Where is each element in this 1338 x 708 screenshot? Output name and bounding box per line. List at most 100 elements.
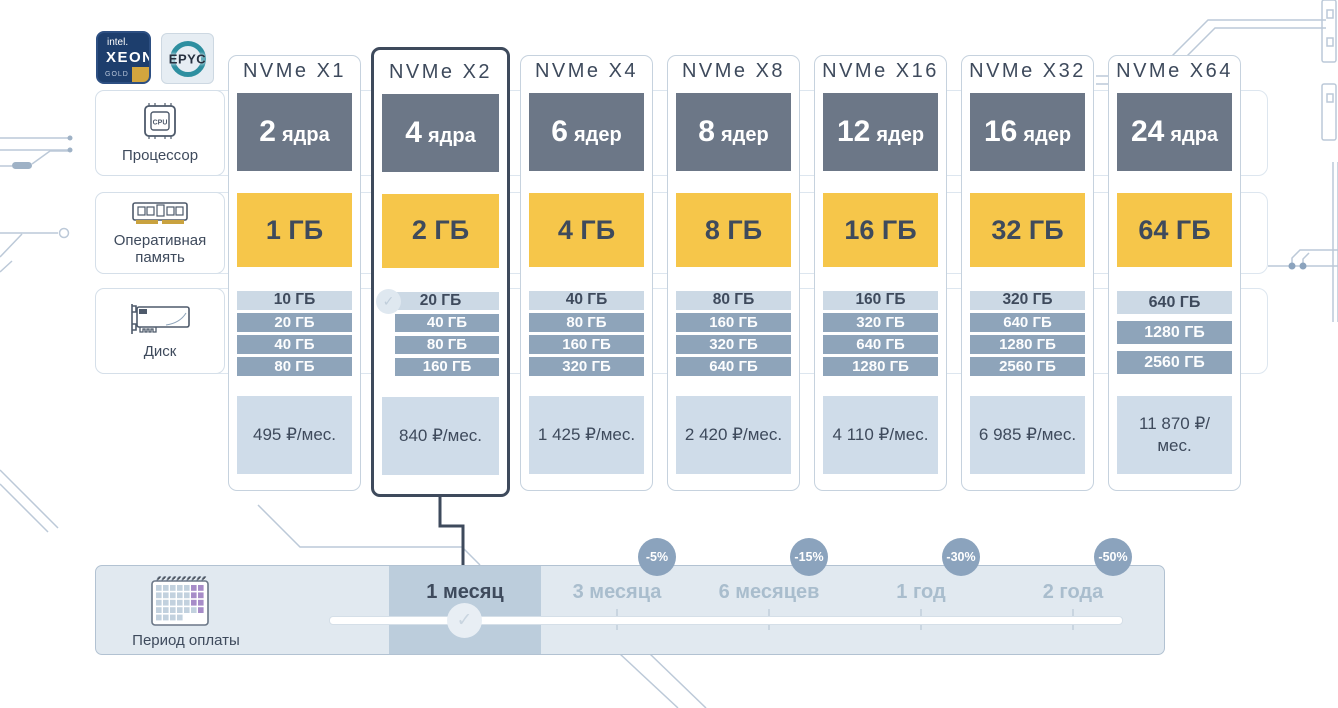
disk-option[interactable]: 2560 ГБ (1117, 351, 1232, 374)
plan-disk-options: 160 ГБ 320 ГБ 640 ГБ 1280 ГБ (823, 291, 938, 376)
disk-option[interactable]: 1280 ГБ (1117, 321, 1232, 344)
period-option[interactable]: 1 год (845, 566, 997, 654)
plan-card[interactable]: NVMe X8 8 ядер 8 ГБ 80 ГБ 160 ГБ 320 ГБ 640… (667, 55, 800, 491)
disk-option[interactable]: 40 ГБ (237, 335, 352, 354)
sidebar-item-label: Процессор (121, 147, 199, 164)
plan-card[interactable]: NVMe X4 6 ядер 4 ГБ 40 ГБ 80 ГБ 160 ГБ 320 … (520, 55, 653, 491)
disk-option[interactable]: 2560 ГБ (970, 357, 1085, 376)
discount-badge: -30% (942, 538, 980, 576)
plan-card[interactable]: NVMe X32 16 ядер 32 ГБ 320 ГБ 640 ГБ 1280 … (961, 55, 1094, 491)
period-slider-track[interactable] (329, 616, 1123, 625)
disk-option[interactable]: 640 ГБ (970, 313, 1085, 332)
epyc-text: EPYC (168, 51, 207, 66)
plan-card[interactable]: NVMe X2 4 ядра 2 ГБ 20 ГБ 40 ГБ 80 ГБ 160 Г… (371, 47, 510, 497)
plan-disk-options: 40 ГБ 80 ГБ 160 ГБ 320 ГБ (529, 291, 644, 376)
plan-ram-block: 2 ГБ (382, 193, 499, 268)
cores-unit: ядер (1023, 124, 1072, 146)
plan-name: NVMe X64 (1116, 60, 1233, 82)
disk-option[interactable]: 10 ГБ (237, 291, 352, 310)
disk-option[interactable]: 20 ГБ (237, 313, 352, 332)
plan-name: NVMe X32 (969, 60, 1086, 82)
disk-slider-track[interactable] (388, 307, 392, 365)
disk-option[interactable]: 160 ГБ (395, 357, 499, 376)
plan-price: 11 870 ₽/мес. (1117, 396, 1232, 474)
period-option[interactable]: 3 месяца (541, 566, 693, 654)
calendar-icon (151, 576, 209, 626)
amd-epyc-logo: EPYC (161, 33, 214, 84)
disk-option[interactable]: 80 ГБ (395, 335, 499, 354)
disk-option[interactable]: 80 ГБ (237, 357, 352, 376)
disk-option[interactable]: 40 ГБ (395, 313, 499, 332)
disk-option[interactable]: 320 ГБ (676, 335, 791, 354)
period-option[interactable]: 2 года (997, 566, 1149, 654)
disk-option[interactable]: 1280 ГБ (970, 335, 1085, 354)
discount-badge: -5% (638, 538, 676, 576)
disk-option[interactable]: 1280 ГБ (823, 357, 938, 376)
plan-ram-block: 32 ГБ (970, 193, 1085, 267)
plan-disk-options: 80 ГБ 160 ГБ 320 ГБ 640 ГБ (676, 291, 791, 376)
disk-option[interactable]: 160 ГБ (823, 291, 938, 310)
sidebar-item-label: Диск (143, 343, 177, 360)
period-slider-handle[interactable]: ✓ (447, 603, 482, 638)
sidebar-item-label: Оперативная память (113, 231, 207, 266)
plan-ram-block: 64 ГБ (1117, 193, 1232, 267)
plan-name: NVMe X2 (388, 60, 493, 83)
disk-option[interactable]: 80 ГБ (529, 313, 644, 332)
plan-ram-block: 1 ГБ (237, 193, 352, 267)
plan-price: 840 ₽/мес. (382, 396, 499, 475)
plan-ram-block: 16 ГБ (823, 193, 938, 267)
plan-cores-block: 12 ядер (823, 93, 938, 171)
sidebar-item-ram: Оперативная память (95, 192, 225, 274)
disk-option[interactable]: 640 ГБ (823, 335, 938, 354)
cores-count: 12 (836, 115, 871, 148)
sidebar-item-cpu: CPU Процессор (95, 90, 225, 176)
svg-text:CPU: CPU (153, 120, 168, 127)
plan-ram-block: 4 ГБ (529, 193, 644, 267)
plan-card[interactable]: NVMe X64 24 ядра 64 ГБ 640 ГБ 1280 ГБ 2560… (1108, 55, 1241, 491)
plan-name: NVMe X8 (681, 60, 786, 82)
plan-card[interactable]: NVMe X16 12 ядер 16 ГБ 160 ГБ 320 ГБ 640 Г… (814, 55, 947, 491)
nvme-disk-icon (131, 304, 190, 334)
disk-option[interactable]: 40 ГБ (529, 291, 644, 310)
plan-name: NVMe X1 (242, 60, 347, 82)
intel-logo-text: intel. (107, 37, 129, 48)
disk-option[interactable]: 20 ГБ (382, 291, 499, 310)
plan-price: 2 420 ₽/мес. (676, 396, 791, 474)
disk-option[interactable]: 160 ГБ (676, 313, 791, 332)
cores-unit: ядер (720, 124, 769, 146)
period-option-label: 1 месяц (426, 581, 504, 603)
sidebar-item-disk: Диск (95, 288, 225, 374)
epyc-ring-icon (169, 40, 206, 77)
disk-option[interactable]: 320 ГБ (529, 357, 644, 376)
disk-option[interactable]: 640 ГБ (1117, 291, 1232, 314)
plan-cores-block: 24 ядра (1117, 93, 1232, 171)
plan-name: NVMe X16 (822, 60, 939, 82)
discount-badge: -50% (1094, 538, 1132, 576)
plan-price: 495 ₽/мес. (237, 396, 352, 474)
cores-count: 6 (551, 115, 568, 148)
gold-text: GOLD (105, 71, 129, 78)
disk-option[interactable]: 640 ГБ (676, 357, 791, 376)
xeon-text: XEON (106, 49, 151, 66)
plan-name: NVMe X4 (534, 60, 639, 82)
disk-option[interactable]: 160 ГБ (529, 335, 644, 354)
disk-option[interactable]: 320 ГБ (823, 313, 938, 332)
plan-cores-block: 4 ядра (382, 93, 499, 172)
disk-option[interactable]: 320 ГБ (970, 291, 1085, 310)
plan-disk-options: 10 ГБ 20 ГБ 40 ГБ 80 ГБ (237, 291, 352, 376)
cores-count: 4 (405, 115, 422, 149)
plan-cores-block: 8 ядер (676, 93, 791, 171)
period-option[interactable]: 6 месяцев (693, 566, 845, 654)
plan-card[interactable]: NVMe X1 2 ядра 1 ГБ 10 ГБ 20 ГБ 40 ГБ 80 ГБ… (228, 55, 361, 491)
cores-unit: ядра (427, 124, 476, 147)
cores-unit: ядер (573, 124, 622, 146)
disk-selected-check-icon: ✓ (376, 288, 401, 314)
cores-count: 8 (698, 115, 715, 148)
cores-unit: ядра (281, 124, 330, 146)
gold-corner (132, 67, 149, 82)
disk-option[interactable]: 80 ГБ (676, 291, 791, 310)
plan-disk-options: 20 ГБ 40 ГБ 80 ГБ 160 ГБ ✓ (376, 288, 499, 376)
plan-disk-options: 640 ГБ 1280 ГБ 2560 ГБ (1117, 291, 1232, 374)
